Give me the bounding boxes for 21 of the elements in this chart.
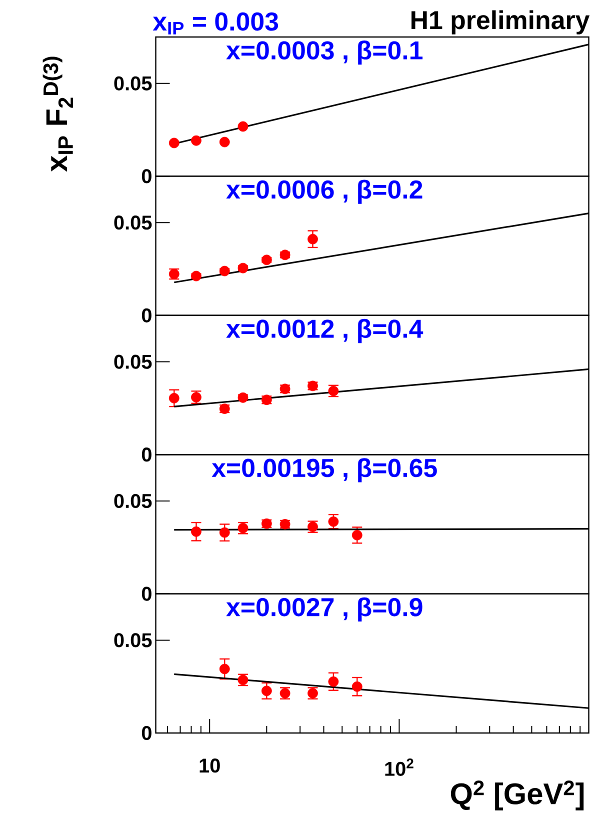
text: H1 preliminary bbox=[412, 10, 590, 34]
y-tick-label: 0 bbox=[142, 586, 152, 601]
y-tick-label: 0.05 bbox=[114, 354, 152, 369]
x-axis-title: Q$^{2}$ [GeV$^{2}$] bbox=[451, 780, 584, 810]
y-tick-label: 0.05 bbox=[114, 494, 152, 508]
y-tick-label: 0 bbox=[142, 726, 152, 740]
y-axis-title: x$_{IP}$ F$_{2}$D(3) bbox=[42, 56, 74, 172]
y-tick-label: 0.05 bbox=[114, 216, 152, 230]
chart-title: x=0.0027 , β=0.9 bbox=[226, 597, 422, 622]
text: x$_{IP}$ = 0.003 bbox=[152, 12, 278, 34]
y-tick-label: 0 bbox=[142, 448, 152, 462]
chart-title: x=0.00195 , β=0.65 bbox=[212, 458, 438, 482]
y-tick-label: 0 bbox=[142, 308, 152, 322]
y-tick-label: 0.05 bbox=[114, 76, 152, 90]
x-tick-label: 10$^{2}$ bbox=[385, 758, 414, 776]
chart-title: x=0.0012 , β=0.4 bbox=[226, 318, 424, 344]
chart-title: x=0.0006 , β=0.2 bbox=[226, 180, 422, 204]
x-tick-label: 10 bbox=[200, 758, 220, 773]
chart-title: x=0.0003 , β=0.1 bbox=[226, 40, 423, 65]
y-tick-label: 0 bbox=[142, 169, 152, 184]
y-tick-label: 0.05 bbox=[114, 633, 152, 648]
